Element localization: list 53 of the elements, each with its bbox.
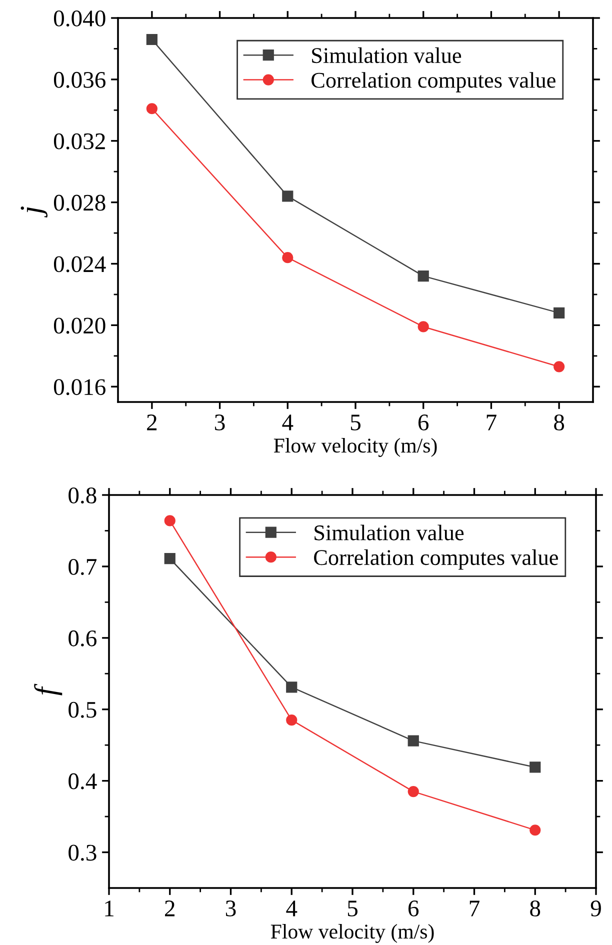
x-tick-label: 2 bbox=[165, 900, 174, 916]
point bbox=[164, 515, 176, 526]
legend-label: Simulation value bbox=[312, 47, 462, 64]
y-tick-label: 0.8 bbox=[68, 487, 96, 504]
y-tick-label: 0.024 bbox=[54, 256, 106, 272]
point bbox=[282, 190, 294, 202]
y-tick-label: 0.5 bbox=[68, 702, 96, 718]
x-tick-label: 1 bbox=[105, 900, 114, 916]
point bbox=[146, 103, 158, 114]
y-tick-label: 0.036 bbox=[54, 72, 106, 88]
x-tick-label: 6 bbox=[418, 414, 429, 430]
point bbox=[530, 824, 541, 836]
x-tick-label: 8 bbox=[530, 900, 540, 916]
legend-label: Correlation computes value bbox=[314, 549, 558, 570]
point bbox=[530, 762, 541, 773]
x-tick-label: 5 bbox=[350, 414, 360, 430]
point bbox=[286, 682, 298, 693]
y-tick-label: 0.3 bbox=[68, 844, 96, 861]
y-tick-label: 0.4 bbox=[68, 773, 97, 790]
y-tick-label: 0.6 bbox=[68, 630, 96, 646]
x-tick-label: 3 bbox=[226, 900, 236, 916]
point bbox=[554, 307, 565, 318]
x-tick-label: 3 bbox=[215, 414, 225, 430]
point bbox=[554, 361, 565, 372]
point bbox=[286, 714, 298, 726]
legend-label: Simulation value bbox=[314, 524, 464, 540]
y-tick-label: 0.7 bbox=[68, 558, 97, 575]
point bbox=[418, 270, 429, 282]
y-tick-label: 0.028 bbox=[54, 194, 106, 211]
x-tick-label: 9 bbox=[590, 900, 601, 916]
x-tick-label: 7 bbox=[486, 414, 496, 430]
x-tick-label: 7 bbox=[470, 900, 480, 916]
x-axis-title: Flow velocity (m/s) bbox=[274, 438, 437, 457]
point bbox=[408, 735, 419, 746]
y-axis-title: j bbox=[20, 206, 48, 218]
x-tick-label: 5 bbox=[348, 900, 358, 916]
point bbox=[282, 252, 294, 264]
x-tick-label: 4 bbox=[286, 900, 298, 916]
x-tick-label: 2 bbox=[147, 414, 157, 430]
point bbox=[408, 786, 419, 798]
y-tick-label: 0.020 bbox=[54, 318, 106, 334]
x-tick-label: 6 bbox=[408, 900, 419, 916]
x-tick-label: 4 bbox=[282, 414, 294, 430]
point bbox=[164, 553, 176, 564]
y-tick-label: 0.032 bbox=[54, 133, 105, 150]
legend-label: Correlation computes value bbox=[312, 72, 556, 92]
x-tick-label: 8 bbox=[554, 414, 564, 430]
point bbox=[418, 321, 429, 332]
y-axis-title: f bbox=[34, 684, 62, 696]
point bbox=[146, 34, 158, 46]
y-tick-label: 0.040 bbox=[54, 10, 106, 27]
x-axis-title: Flow velocity (m/s) bbox=[270, 924, 434, 943]
y-tick-label: 0.016 bbox=[54, 379, 106, 396]
